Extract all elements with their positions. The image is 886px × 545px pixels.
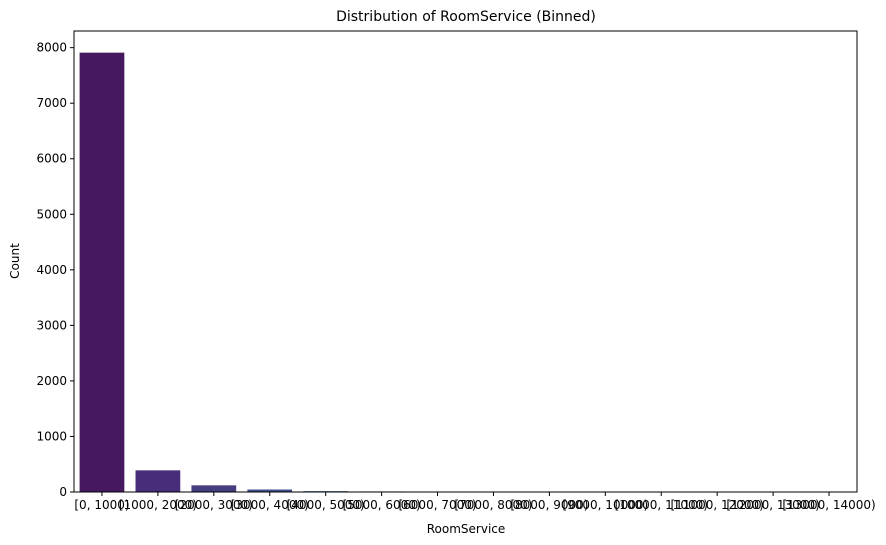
y-tick-label: 4000 [36,263,67,277]
y-tick-label: 0 [59,485,67,499]
x-axis: [0, 1000)[1000, 2000)[2000, 3000)[3000, … [74,492,876,512]
plot-frame [73,30,858,493]
x-tick-label: [0, 1000) [74,498,129,512]
y-tick-label: 3000 [36,318,67,332]
y-axis-label: Count [8,243,22,279]
x-tick-label: [6000, 7000) [398,498,476,512]
y-tick-label: 1000 [36,429,67,443]
x-tick-label: [10000, 11000) [615,498,708,512]
x-tick-label: [13000, 14000) [782,498,875,512]
y-tick-label: 7000 [36,96,67,110]
y-tick-label: 2000 [36,374,67,388]
bar [191,485,237,492]
y-axis: 0 1000 2000 3000 4000 5000 6000 7000 8000 [36,41,74,499]
x-axis-label: RoomService [427,522,506,536]
x-tick-label: [12000, 13000) [726,498,819,512]
x-tick-label: [4000, 5000) [287,498,365,512]
y-tick-label: 5000 [36,207,67,221]
x-tick-label: [7000, 8000) [454,498,532,512]
bar [79,52,125,493]
bar [247,489,293,492]
bar [135,470,181,492]
x-tick-label: [5000, 6000) [343,498,421,512]
bars-group [79,52,852,493]
x-tick-label: [8000, 9000) [510,498,588,512]
x-tick-label: [3000, 4000) [231,498,309,512]
x-tick-label: [1000, 2000) [119,498,197,512]
x-tick-label: [2000, 3000) [175,498,253,512]
chart-title: Distribution of RoomService (Binned) [336,9,596,25]
y-tick-label: 8000 [36,41,67,55]
x-tick-label: [11000, 12000) [671,498,764,512]
x-tick-label: [9000, 10000) [562,498,648,512]
y-tick-label: 6000 [36,152,67,166]
